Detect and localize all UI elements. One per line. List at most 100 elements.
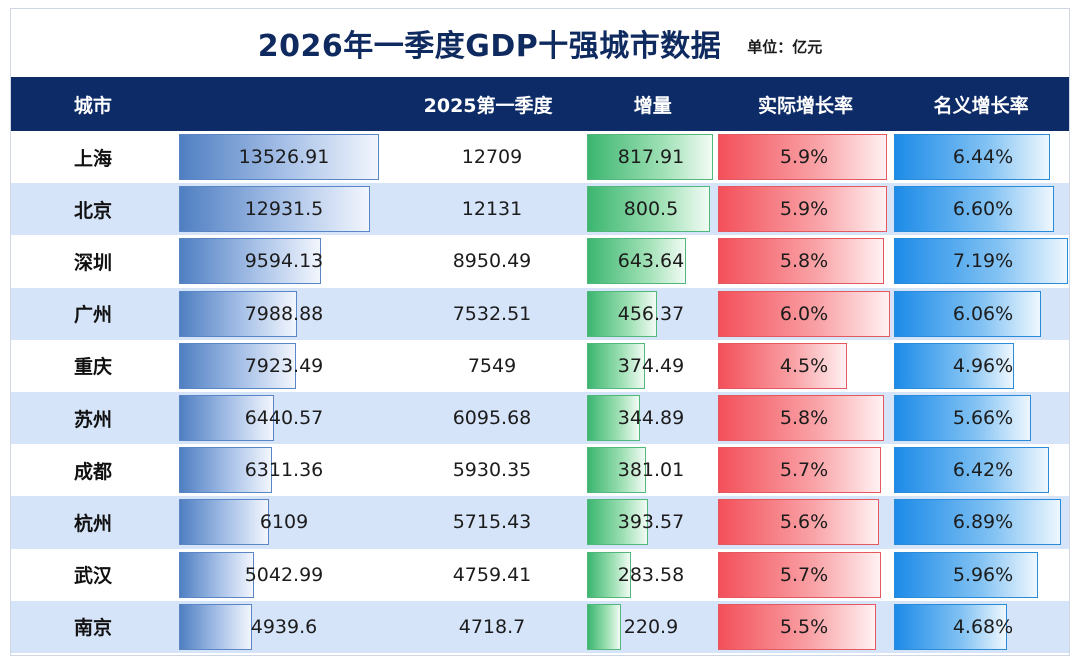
real-growth-bar bbox=[718, 499, 879, 546]
gdp-value: 13526.91 bbox=[238, 146, 330, 169]
table-row: 上海 13526.91 12709 817.91 5.9% 6.44% bbox=[11, 131, 1069, 183]
gdp-table-card: 2026年一季度GDP十强城市数据 单位：亿元 城市 2025第一季度 增量 实… bbox=[10, 8, 1070, 656]
nominal-growth-value: 4.68% bbox=[952, 615, 1014, 638]
real-growth-value: 5.9% bbox=[779, 146, 829, 169]
nominal-growth-bar bbox=[894, 499, 1061, 546]
unit-label: 单位：亿元 bbox=[747, 37, 823, 56]
real-growth-value: 5.7% bbox=[779, 459, 829, 482]
nominal-growth-bar bbox=[894, 394, 1031, 441]
prev-gdp-value: 12709 bbox=[461, 146, 523, 169]
nominal-growth-bar bbox=[894, 603, 1008, 650]
table-body: 上海 13526.91 12709 817.91 5.9% 6.44% 北京 12931.5 1… bbox=[11, 131, 1069, 653]
gdp-bar bbox=[179, 342, 297, 389]
real-growth-bar bbox=[718, 186, 888, 233]
gdp-value: 6440.57 bbox=[244, 407, 324, 430]
nominal-growth-value: 6.06% bbox=[952, 302, 1014, 325]
increase-bar bbox=[587, 186, 711, 233]
gdp-value: 6109 bbox=[259, 511, 309, 534]
prev-gdp-value: 5715.43 bbox=[452, 511, 532, 534]
increase-value: 817.91 bbox=[617, 146, 685, 169]
increase-bar bbox=[587, 134, 713, 180]
real-growth-value: 4.5% bbox=[779, 354, 829, 377]
nominal-growth-bar bbox=[894, 342, 1015, 389]
nominal-growth-bar bbox=[894, 186, 1054, 233]
gdp-bar bbox=[179, 447, 273, 494]
table-row: 武汉 5042.99 4759.41 283.58 5.7% 5.96% bbox=[11, 549, 1069, 601]
city-name: 重庆 bbox=[73, 356, 112, 379]
increase-value: 374.49 bbox=[617, 354, 685, 377]
prev-gdp-value: 7532.51 bbox=[452, 302, 532, 325]
table-row: 广州 7988.88 7532.51 456.37 6.0% 6.06% bbox=[11, 287, 1069, 340]
real-growth-value: 5.6% bbox=[779, 511, 829, 534]
nominal-growth-value: 6.89% bbox=[952, 511, 1014, 534]
header-prev: 2025第一季度 bbox=[423, 94, 553, 117]
table-row: 成都 6311.36 5930.35 381.01 5.7% 6.42% bbox=[11, 444, 1069, 496]
nominal-growth-value: 7.19% bbox=[952, 250, 1014, 273]
nominal-growth-bar bbox=[894, 447, 1050, 494]
title-bar: 2026年一季度GDP十强城市数据 单位：亿元 bbox=[11, 9, 1069, 77]
gdp-value: 5042.99 bbox=[244, 563, 324, 586]
real-growth-bar bbox=[718, 238, 885, 285]
increase-bar bbox=[587, 447, 646, 494]
increase-bar bbox=[587, 499, 648, 546]
real-growth-bar bbox=[718, 394, 885, 441]
real-growth-bar bbox=[718, 134, 888, 180]
prev-gdp-value: 4718.7 bbox=[458, 615, 526, 638]
real-growth-value: 5.7% bbox=[779, 563, 829, 586]
city-name: 南京 bbox=[73, 617, 112, 640]
header-city: 城市 bbox=[73, 94, 112, 117]
increase-bar bbox=[587, 551, 631, 598]
increase-value: 220.9 bbox=[623, 615, 679, 638]
real-growth-bar bbox=[718, 603, 876, 650]
city-name: 上海 bbox=[73, 147, 112, 170]
header-gdp bbox=[175, 77, 389, 131]
gdp-value: 6311.36 bbox=[244, 459, 324, 482]
increase-bar bbox=[587, 342, 645, 389]
nominal-growth-value: 4.96% bbox=[952, 354, 1014, 377]
real-growth-bar bbox=[718, 447, 882, 494]
gdp-value: 7988.88 bbox=[244, 302, 324, 325]
city-name: 杭州 bbox=[73, 512, 112, 535]
increase-bar bbox=[587, 238, 687, 285]
nominal-growth-value: 5.96% bbox=[952, 563, 1014, 586]
gdp-value: 4939.6 bbox=[250, 615, 318, 638]
table-row: 深圳 9594.13 8950.49 643.64 5.8% 7.19% bbox=[11, 235, 1069, 287]
nominal-growth-value: 5.66% bbox=[952, 407, 1014, 430]
header-increase: 增量 bbox=[633, 94, 672, 117]
increase-value: 283.58 bbox=[617, 563, 685, 586]
table-row: 苏州 6440.57 6095.68 344.89 5.8% 5.66% bbox=[11, 391, 1069, 445]
increase-value: 381.01 bbox=[617, 459, 685, 482]
nominal-growth-bar bbox=[894, 551, 1039, 598]
real-growth-value: 6.0% bbox=[779, 302, 829, 325]
nominal-growth-bar bbox=[894, 238, 1068, 285]
real-growth-value: 5.8% bbox=[779, 250, 829, 273]
gdp-bar bbox=[179, 499, 270, 546]
gdp-bar bbox=[179, 290, 298, 337]
gdp-bar bbox=[179, 551, 254, 598]
city-name: 广州 bbox=[73, 304, 112, 327]
city-name: 成都 bbox=[73, 460, 112, 483]
real-growth-bar bbox=[718, 551, 882, 598]
prev-gdp-value: 7549 bbox=[467, 354, 517, 377]
table-row: 南京 4939.6 4718.7 220.9 5.5% 4.68% bbox=[11, 600, 1069, 653]
prev-gdp-value: 4759.41 bbox=[452, 563, 532, 586]
gdp-value: 9594.13 bbox=[244, 250, 324, 273]
city-name: 苏州 bbox=[73, 408, 112, 431]
header-nominal-growth: 名义增长率 bbox=[933, 94, 1029, 117]
nominal-growth-bar bbox=[894, 290, 1041, 337]
table-header: 城市 2025第一季度 增量 实际增长率 名义增长率 bbox=[11, 77, 1069, 131]
increase-bar bbox=[587, 290, 658, 337]
gdp-bar bbox=[179, 603, 253, 650]
increase-bar bbox=[587, 394, 641, 441]
header-real-growth: 实际增长率 bbox=[757, 94, 853, 117]
gdp-bar bbox=[179, 134, 379, 180]
gdp-bar bbox=[179, 394, 275, 441]
gdp-bar bbox=[179, 186, 371, 233]
city-name: 武汉 bbox=[73, 565, 112, 588]
increase-bar bbox=[587, 603, 622, 650]
nominal-growth-value: 6.44% bbox=[952, 146, 1014, 169]
page-title: 2026年一季度GDP十强城市数据 bbox=[257, 29, 722, 64]
prev-gdp-value: 6095.68 bbox=[452, 407, 532, 430]
gdp-bar bbox=[179, 238, 321, 285]
gdp-value: 12931.5 bbox=[244, 198, 324, 221]
